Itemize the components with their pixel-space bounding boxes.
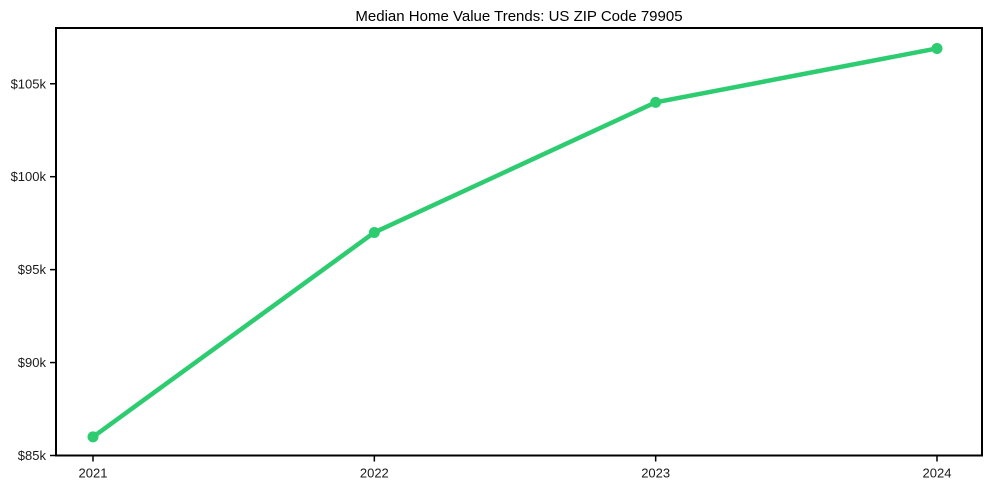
plot-border bbox=[55, 27, 983, 457]
x-tick-label: 2024 bbox=[923, 466, 952, 481]
x-tick-label: 2023 bbox=[641, 466, 670, 481]
plot-area: $85k $90k $95k $100k $105k 2021 2022 2023 2024 bbox=[11, 27, 983, 481]
trend-line bbox=[90, 46, 940, 440]
data-point bbox=[87, 431, 99, 443]
y-tick-label: $85k bbox=[18, 448, 47, 463]
data-point bbox=[650, 96, 662, 108]
x-tick-label: 2021 bbox=[79, 466, 108, 481]
data-point bbox=[931, 42, 943, 54]
data-point bbox=[368, 226, 380, 238]
y-tick-label: $95k bbox=[18, 262, 47, 277]
y-tick-label: $90k bbox=[18, 355, 47, 370]
y-tick-label: $105k bbox=[11, 76, 47, 91]
chart-title: Median Home Value Trends: US ZIP Code 79… bbox=[355, 8, 682, 25]
y-tick-label: $100k bbox=[11, 169, 47, 184]
x-tick-label: 2022 bbox=[360, 466, 389, 481]
